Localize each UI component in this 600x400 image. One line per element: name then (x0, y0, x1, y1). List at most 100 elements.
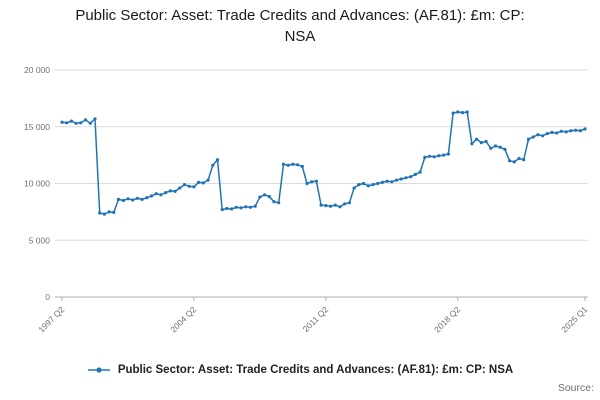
data-point[interactable] (149, 194, 154, 198)
data-point[interactable] (465, 110, 469, 114)
data-point[interactable] (140, 197, 144, 201)
data-point[interactable] (267, 195, 271, 199)
data-point[interactable] (555, 131, 559, 135)
data-point[interactable] (536, 133, 540, 137)
data-point[interactable] (470, 142, 474, 146)
data-point[interactable] (559, 129, 564, 133)
data-point[interactable] (197, 180, 201, 184)
data-point[interactable] (220, 208, 224, 212)
data-point[interactable] (409, 175, 413, 179)
data-point[interactable] (479, 141, 483, 145)
data-point[interactable] (107, 210, 111, 214)
data-point[interactable] (423, 155, 427, 159)
data-point[interactable] (564, 130, 568, 134)
data-point[interactable] (319, 203, 323, 207)
data-point[interactable] (578, 129, 582, 133)
data-point[interactable] (201, 181, 205, 185)
data-point[interactable] (164, 191, 168, 195)
data-point[interactable] (343, 202, 347, 206)
data-point[interactable] (154, 192, 158, 196)
data-point[interactable] (437, 154, 441, 158)
data-point[interactable] (112, 210, 116, 214)
data-point[interactable] (135, 196, 139, 200)
data-point[interactable] (211, 163, 215, 167)
data-point[interactable] (394, 178, 399, 182)
data-point[interactable] (182, 183, 187, 187)
data-point[interactable] (215, 158, 220, 162)
data-point[interactable] (84, 118, 88, 122)
data-point[interactable] (244, 205, 248, 209)
data-point[interactable] (324, 204, 328, 208)
data-point[interactable] (253, 204, 257, 208)
data-point[interactable] (329, 204, 333, 208)
data-point[interactable] (79, 121, 83, 125)
data-point[interactable] (569, 129, 573, 133)
data-point[interactable] (503, 147, 507, 151)
data-point[interactable] (522, 158, 526, 162)
data-point[interactable] (60, 120, 64, 124)
data-point[interactable] (413, 172, 417, 176)
data-point[interactable] (498, 145, 502, 149)
data-point[interactable] (347, 201, 351, 205)
data-point[interactable] (338, 205, 342, 209)
data-point[interactable] (526, 137, 531, 141)
data-point[interactable] (390, 180, 394, 184)
data-point[interactable] (206, 178, 210, 182)
data-point[interactable] (121, 198, 125, 203)
data-point[interactable] (102, 212, 106, 216)
data-point[interactable] (272, 200, 276, 204)
data-point[interactable] (192, 185, 196, 189)
data-point[interactable] (234, 205, 238, 209)
data-point[interactable] (168, 189, 172, 193)
data-point[interactable] (531, 135, 535, 139)
data-point[interactable] (258, 195, 262, 199)
data-point[interactable] (541, 134, 545, 138)
data-point[interactable] (517, 156, 521, 161)
data-point[interactable] (93, 117, 97, 121)
data-point[interactable] (263, 193, 267, 197)
data-point[interactable] (574, 128, 578, 132)
data-point[interactable] (550, 130, 554, 134)
data-point[interactable] (173, 189, 177, 193)
data-point[interactable] (385, 179, 389, 183)
data-point[interactable] (248, 205, 253, 209)
data-point[interactable] (427, 154, 432, 158)
data-point[interactable] (512, 160, 516, 164)
data-point[interactable] (446, 152, 450, 156)
data-point[interactable] (352, 186, 356, 190)
data-point[interactable] (475, 137, 479, 141)
data-point[interactable] (305, 181, 309, 186)
data-point[interactable] (376, 181, 380, 186)
data-point[interactable] (145, 196, 149, 200)
data-point[interactable] (357, 183, 361, 187)
data-point[interactable] (583, 127, 587, 131)
data-point[interactable] (460, 111, 465, 115)
data-point[interactable] (291, 162, 295, 166)
data-point[interactable] (116, 197, 121, 201)
data-point[interactable] (286, 163, 290, 167)
data-point[interactable] (314, 179, 318, 183)
data-point[interactable] (230, 207, 234, 211)
data-point[interactable] (399, 177, 403, 181)
data-point[interactable] (418, 170, 422, 174)
data-point[interactable] (380, 180, 384, 184)
data-point[interactable] (131, 198, 135, 202)
data-point[interactable] (88, 121, 92, 125)
data-point[interactable] (74, 121, 78, 125)
data-point[interactable] (361, 181, 366, 186)
data-point[interactable] (493, 144, 498, 148)
data-point[interactable] (187, 184, 191, 188)
data-point[interactable] (277, 201, 281, 205)
data-point[interactable] (178, 186, 182, 190)
data-point[interactable] (296, 163, 300, 167)
data-point[interactable] (484, 139, 488, 144)
data-point[interactable] (366, 184, 370, 188)
data-point[interactable] (456, 110, 460, 114)
data-point[interactable] (126, 197, 130, 201)
data-point[interactable] (432, 155, 436, 159)
data-point[interactable] (281, 162, 286, 166)
data-point[interactable] (545, 132, 549, 136)
data-point[interactable] (451, 111, 455, 115)
data-point[interactable] (69, 119, 73, 123)
data-point[interactable] (225, 206, 229, 211)
